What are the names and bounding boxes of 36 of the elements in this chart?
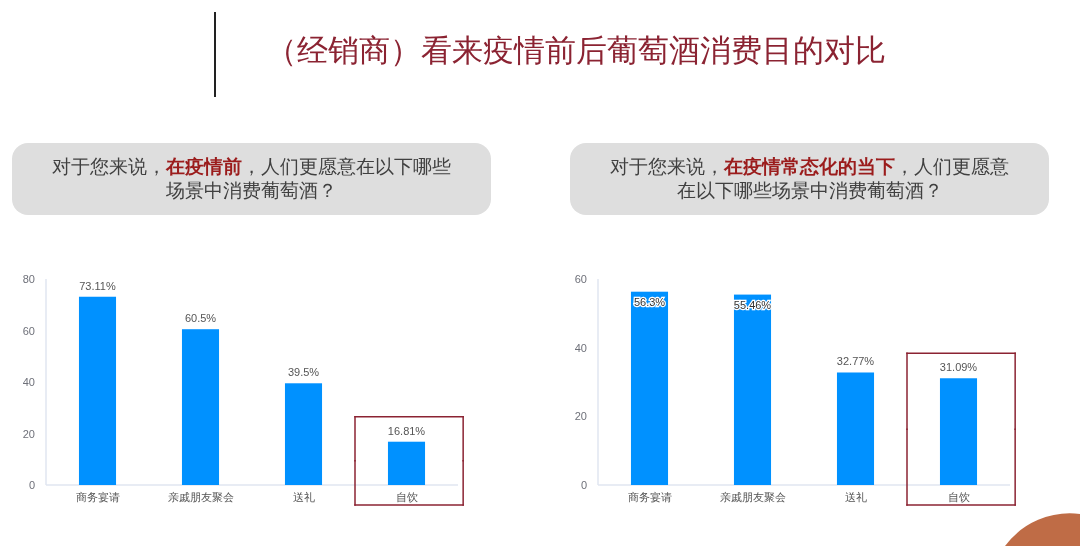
bar bbox=[78, 296, 117, 485]
y-tick-label: 20 bbox=[22, 427, 35, 440]
data-label: 32.77% bbox=[836, 355, 875, 368]
y-tick-label: 60 bbox=[574, 273, 587, 285]
x-tick-label: 自饮 bbox=[395, 491, 418, 503]
bar bbox=[939, 378, 978, 485]
y-tick-label: 60 bbox=[22, 324, 35, 337]
x-tick-label: 商务宴请 bbox=[627, 491, 672, 503]
chart-subtitle: 对于您来说，在疫情常态化的当下，人们更愿意在以下哪些场景中消费葡萄酒？ bbox=[609, 155, 1010, 203]
data-label: 55.46% bbox=[733, 298, 772, 311]
y-tick-label: 0 bbox=[580, 479, 587, 491]
chart-subtitle: 对于您来说，在疫情前，人们更愿意在以下哪些场景中消费葡萄酒？ bbox=[51, 155, 452, 203]
data-label: 39.5% bbox=[287, 366, 320, 379]
x-tick-label: 亲戚朋友聚会 bbox=[167, 491, 234, 503]
bar bbox=[387, 441, 426, 485]
data-label: 73.11% bbox=[79, 279, 116, 292]
bar bbox=[284, 383, 323, 485]
x-tick-label: 商务宴请 bbox=[75, 491, 120, 503]
y-tick-label: 20 bbox=[574, 410, 587, 423]
data-label: 16.81% bbox=[387, 424, 426, 437]
x-tick-label: 亲戚朋友聚会 bbox=[719, 491, 786, 503]
bar bbox=[733, 294, 772, 485]
data-label: 56.3% bbox=[633, 295, 666, 308]
text: （经销商）看来疫情前后葡萄酒消费目的对比 bbox=[265, 31, 887, 70]
data-label: 31.09% bbox=[939, 361, 978, 374]
y-tick-label: 80 bbox=[22, 273, 35, 285]
x-tick-label: 送礼 bbox=[292, 491, 315, 503]
data-label: 60.5% bbox=[184, 312, 217, 325]
bar bbox=[181, 329, 220, 485]
bar bbox=[836, 372, 875, 485]
y-tick-label: 40 bbox=[22, 376, 35, 388]
bar bbox=[630, 291, 669, 485]
y-tick-label: 40 bbox=[574, 341, 587, 354]
y-tick-label: 0 bbox=[28, 479, 35, 491]
x-tick-label: 送礼 bbox=[844, 491, 867, 503]
x-tick-label: 自饮 bbox=[947, 491, 970, 503]
